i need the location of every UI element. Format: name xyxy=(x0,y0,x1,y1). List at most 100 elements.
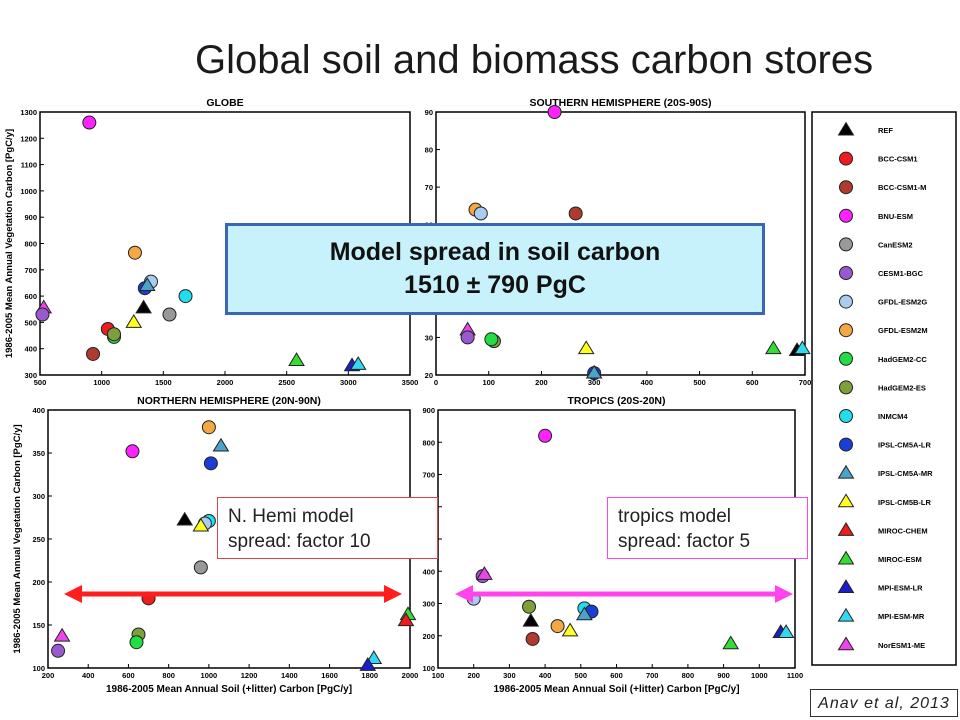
legend-marker xyxy=(837,607,855,622)
data-point xyxy=(484,332,499,347)
x-tick-label: 800 xyxy=(162,671,175,680)
legend-marker xyxy=(837,550,855,565)
data-point xyxy=(201,420,216,435)
nhemi-spread-arrow xyxy=(64,585,402,603)
y-tick-label: 1100 xyxy=(21,161,37,170)
x-tick-label: 0 xyxy=(434,378,438,387)
data-point xyxy=(576,606,593,621)
y-tick-label: 1300 xyxy=(20,108,37,117)
legend-label: CanESM2 xyxy=(878,240,913,249)
y-tick-label: 400 xyxy=(422,567,435,576)
y-axis-label: 1986-2005 Mean Annual Vegetation Carbon … xyxy=(4,129,15,358)
y-tick-label: 700 xyxy=(422,471,435,480)
panel-title: GLOBE xyxy=(206,97,243,109)
y-tick-label: 350 xyxy=(32,449,45,458)
x-tick-label: 400 xyxy=(539,671,552,680)
legend-marker xyxy=(839,208,853,223)
x-tick-label: 1500 xyxy=(155,378,172,387)
data-point xyxy=(568,206,583,221)
x-tick-label: 700 xyxy=(646,671,659,680)
y-tick-label: 900 xyxy=(24,213,37,222)
legend-label: BCC-CSM1 xyxy=(878,155,918,164)
y-tick-label: 20 xyxy=(425,371,433,380)
y-tick-label: 700 xyxy=(24,266,37,275)
data-point xyxy=(550,619,565,634)
data-point xyxy=(178,289,193,304)
data-point xyxy=(125,444,140,459)
data-point xyxy=(125,314,143,328)
x-tick-label: 1200 xyxy=(241,671,258,680)
arrow-head-left xyxy=(64,585,82,603)
legend-label: REF xyxy=(878,126,893,135)
y-tick-label: 90 xyxy=(425,108,433,117)
legend-frame xyxy=(811,111,957,666)
data-point xyxy=(176,511,194,526)
y-tick-label: 150 xyxy=(32,621,45,630)
x-tick-label: 200 xyxy=(467,671,480,680)
x-tick-label: 1000 xyxy=(751,671,768,680)
y-tick-label: 300 xyxy=(32,492,45,501)
data-point xyxy=(127,245,142,260)
nhemi-callout-line2: spread: factor 10 xyxy=(228,531,371,552)
x-tick-label: 1000 xyxy=(201,671,218,680)
legend-marker xyxy=(839,151,853,166)
legend-marker xyxy=(837,464,855,479)
x-tick-label: 500 xyxy=(693,378,706,387)
x-tick-label: 500 xyxy=(34,378,47,387)
y-tick-label: 400 xyxy=(24,345,37,354)
legend-label: GFDL-ESM2M xyxy=(878,326,928,335)
x-tick-label: 1000 xyxy=(93,378,110,387)
arrow-head-left xyxy=(455,585,473,603)
legend-marker xyxy=(839,437,853,452)
spread-callout-line1: Model spread in soil carbon xyxy=(329,238,661,266)
legend-label: BCC-CSM1-M xyxy=(878,183,926,192)
x-tick-label: 2000 xyxy=(217,378,234,387)
x-tick-label: 100 xyxy=(482,378,495,387)
y-tick-label: 900 xyxy=(422,406,435,415)
y-tick-label: 80 xyxy=(425,146,433,155)
legend-marker xyxy=(839,409,853,423)
y-tick-label: 100 xyxy=(32,664,45,673)
legend: REF BCC-CSM1 BCC-CSM1-M BNU-ESM CanESM2 CESM1… xyxy=(811,111,957,666)
panel-title: TROPICS (20S-20N) xyxy=(567,395,665,407)
x-tick-label: 2500 xyxy=(278,378,295,387)
legend-label: GFDL-ESM2G xyxy=(878,298,927,307)
legend-marker xyxy=(837,522,855,536)
x-tick-label: 500 xyxy=(575,671,588,680)
data-point xyxy=(162,307,177,322)
legend-marker xyxy=(839,294,853,309)
y-tick-label: 250 xyxy=(32,535,45,544)
legend-label: BNU-ESM xyxy=(878,212,913,221)
legend-label: NorESM1-ME xyxy=(878,641,925,650)
citation: Anav et al, 2013 xyxy=(810,689,958,717)
legend-marker xyxy=(839,266,853,280)
legend-label: IPSL-CM5A-LR xyxy=(878,441,931,450)
tropics-spread-callout: tropics model spread: factor 5 xyxy=(607,497,808,559)
x-tick-label: 600 xyxy=(122,671,135,680)
data-point xyxy=(473,206,488,221)
data-point xyxy=(561,622,579,637)
legend-marker xyxy=(839,351,853,366)
x-tick-label: 1400 xyxy=(281,671,298,680)
x-tick-label: 100 xyxy=(432,671,445,680)
data-point xyxy=(212,437,230,452)
y-axis-label: 1986-2005 Mean Annual Vegetation Carbon … xyxy=(12,424,23,653)
data-point xyxy=(538,428,553,443)
legend-marker xyxy=(839,380,853,395)
legend-label: MIROC-CHEM xyxy=(878,526,928,535)
data-point xyxy=(51,643,66,658)
data-point xyxy=(349,356,367,370)
data-point xyxy=(522,599,537,614)
nhemi-spread-callout: N. Hemi model spread: factor 10 xyxy=(217,497,438,559)
y-tick-label: 100 xyxy=(422,664,435,673)
data-point xyxy=(397,612,415,627)
data-point xyxy=(722,635,740,650)
y-tick-label: 200 xyxy=(422,632,435,641)
x-tick-label: 800 xyxy=(682,671,695,680)
x-tick-label: 200 xyxy=(535,378,548,387)
data-point xyxy=(794,340,811,355)
y-tick-label: 300 xyxy=(24,371,37,380)
nhemi-callout-line1: N. Hemi model xyxy=(228,506,354,527)
data-point xyxy=(86,346,101,361)
y-tick-label: 800 xyxy=(422,438,435,447)
